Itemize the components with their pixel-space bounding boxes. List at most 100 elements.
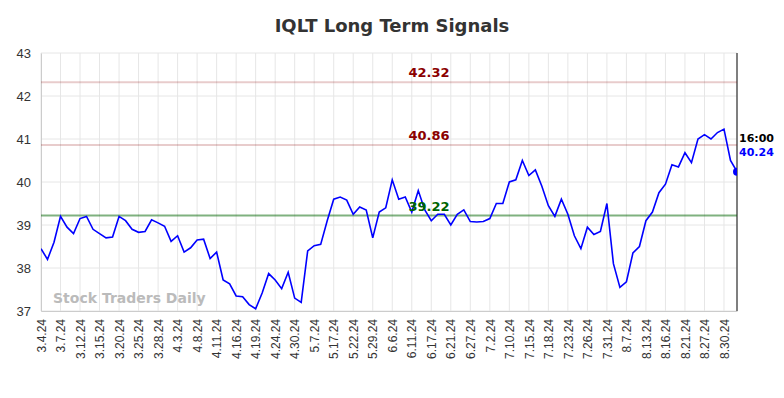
x-tick-label: 7.18.24: [542, 319, 556, 359]
y-tick-label: 39: [17, 218, 31, 233]
grid-line-y: [41, 182, 737, 183]
grid-line-x: [99, 53, 100, 311]
last-time-label: 16:00: [739, 132, 774, 145]
y-tick-label: 42: [17, 89, 31, 104]
x-tick-label: 6.11.24: [405, 319, 419, 358]
grid-line-y: [41, 268, 737, 269]
x-tick-label: 7.26.24: [581, 319, 595, 359]
x-tick: 8.21.24: [679, 311, 693, 359]
x-tick-label: 4.16.24: [230, 319, 244, 359]
grid-line-x: [294, 53, 295, 311]
x-tick: 5.17.24: [327, 311, 341, 359]
grid-line-x: [684, 53, 685, 311]
grid-line-x: [723, 53, 724, 311]
y-tick: 42: [17, 89, 41, 104]
grid-line-x: [450, 53, 451, 311]
x-tick: 6.11.24: [405, 311, 419, 358]
grid-line-x: [470, 53, 471, 311]
grid-line-x: [333, 53, 334, 311]
y-tick: 41: [17, 132, 41, 147]
x-tick: 7.31.24: [601, 311, 615, 359]
y-tick: 38: [17, 261, 41, 276]
x-tick: 7.18.24: [542, 311, 556, 359]
x-tick: 5.29.24: [366, 311, 380, 359]
right-frame: [736, 53, 738, 311]
x-tick-label: 4.19.24: [249, 319, 263, 359]
grid-line-x: [548, 53, 549, 311]
grid-line-x: [216, 53, 217, 311]
signal-label: 39.22: [408, 199, 449, 214]
x-tick: 4.3.24: [171, 311, 185, 352]
watermark: Stock Traders Daily: [53, 290, 206, 306]
x-tick: 4.8.24: [191, 311, 205, 352]
x-tick: 3.28.24: [152, 311, 166, 359]
x-tick: 3.15.24: [93, 311, 107, 359]
x-tick: 8.7.24: [620, 311, 634, 352]
x-tick-label: 6.17.24: [425, 319, 439, 359]
x-tick-label: 3.25.24: [132, 319, 146, 359]
x-tick: 4.24.24: [269, 311, 283, 359]
chart-container: 37 38 39 40 41 42 43 3.4.24 3.7.24 3.12.24 3.15.24…: [0, 0, 784, 398]
x-tick: 8.27.24: [698, 311, 712, 359]
x-tick: 7.2.24: [484, 311, 498, 352]
x-tick: 8.13.24: [640, 311, 654, 359]
x-tick: 4.16.24: [230, 311, 244, 359]
x-tick-label: 3.4.24: [35, 319, 49, 353]
x-tick: 3.7.24: [54, 311, 68, 352]
chart-svg: 37 38 39 40 41 42 43 3.4.24 3.7.24 3.12.24 3.15.24…: [0, 0, 784, 398]
grid-line-y: [41, 225, 737, 226]
y-axis-line: [41, 54, 42, 312]
x-tick-label: 8.30.24: [718, 319, 732, 359]
x-tick-label: 8.16.24: [659, 319, 673, 359]
x-tick: 7.15.24: [523, 311, 537, 359]
x-tick: 7.10.24: [503, 311, 517, 359]
x-tick: 5.22.24: [347, 311, 361, 359]
price-line: [41, 129, 737, 309]
last-value-label: 40.24: [739, 146, 774, 159]
x-axis: 3.4.24 3.7.24 3.12.24 3.15.24 3.20.24 3.25.24…: [35, 311, 738, 359]
grid-line-x: [80, 53, 81, 311]
x-tick: 7.23.24: [562, 311, 576, 359]
x-tick-label: 4.30.24: [288, 319, 302, 359]
grid-line-x: [567, 53, 568, 311]
x-tick-label: 7.10.24: [503, 319, 517, 359]
x-tick-label: 3.28.24: [152, 319, 166, 359]
y-tick-label: 43: [17, 46, 31, 61]
grid-line-x: [606, 53, 607, 311]
grid-line-y: [41, 311, 737, 312]
grid-line-y: [41, 53, 737, 54]
x-tick-label: 8.7.24: [620, 319, 634, 353]
x-tick-label: 3.15.24: [93, 319, 107, 359]
grid-line-x: [626, 53, 627, 311]
x-tick-label: 4.3.24: [171, 319, 185, 353]
signal-label: 40.86: [408, 128, 449, 143]
last-point: [733, 168, 737, 176]
x-tick: 3.20.24: [113, 311, 127, 359]
y-tick-label: 37: [17, 304, 31, 319]
grid-line-x: [528, 53, 529, 311]
grid-line-x: [41, 53, 42, 311]
signal-line: [41, 144, 737, 146]
x-tick: 7.26.24: [581, 311, 595, 359]
grid-line-x: [119, 53, 120, 311]
x-tick-label: 7.31.24: [601, 319, 615, 359]
y-tick: 43: [17, 46, 41, 61]
signal-line: [41, 81, 737, 83]
x-tick: 6.21.24: [444, 311, 458, 359]
x-tick: 6.6.24: [386, 311, 400, 352]
x-tick: 3.12.24: [74, 311, 88, 359]
x-tick-label: 3.7.24: [54, 319, 68, 353]
x-tick-label: 4.11.24: [210, 319, 224, 358]
plot-area: 37 38 39 40 41 42 43 3.4.24 3.7.24 3.12.24 3.15.24…: [17, 46, 775, 359]
grid-line-x: [275, 53, 276, 311]
grid-line-x: [197, 53, 198, 311]
x-tick-label: 6.21.24: [444, 319, 458, 359]
y-axis: 37 38 39 40 41 42 43: [17, 46, 42, 319]
x-tick-label: 3.20.24: [113, 319, 127, 359]
x-tick-label: 5.29.24: [366, 319, 380, 359]
grid-line-x: [353, 53, 354, 311]
grid-line-x: [489, 53, 490, 311]
x-tick-label: 6.6.24: [386, 319, 400, 353]
y-tick-label: 40: [17, 175, 31, 190]
marks: [41, 82, 737, 309]
